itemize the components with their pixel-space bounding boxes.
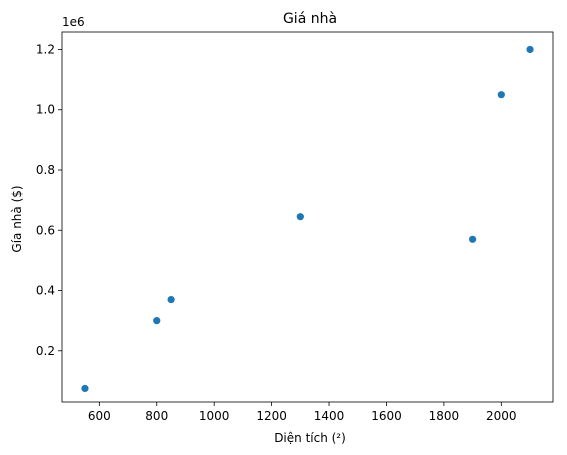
x-tick-label: 1800 bbox=[429, 409, 460, 423]
plot-area: 600 800 1000 1200 1400 1600 1800 2000 0.2 0.4 0.6 0… bbox=[36, 42, 534, 423]
data-point bbox=[526, 45, 534, 54]
y-tick-label: 0.8 bbox=[36, 163, 55, 177]
x-tick-label: 1400 bbox=[314, 409, 345, 423]
x-tick-label: 800 bbox=[145, 409, 168, 423]
data-point bbox=[497, 91, 505, 99]
x-tick-label: 1600 bbox=[371, 409, 402, 423]
y-tick-label: 1.0 bbox=[36, 103, 55, 117]
y-tick-label: 0.6 bbox=[36, 223, 55, 237]
x-axis-label: Diện tích (²) bbox=[274, 431, 346, 445]
y-axis-label: Gía nhà ($) bbox=[10, 185, 24, 252]
y-tick-label: 0.4 bbox=[36, 284, 55, 298]
x-tick-label: 1000 bbox=[199, 409, 230, 423]
data-point bbox=[167, 295, 175, 304]
x-tick-label: 1200 bbox=[256, 409, 287, 423]
y-offset-label: 1e6 bbox=[62, 15, 85, 29]
plot-frame bbox=[61, 31, 554, 403]
data-point bbox=[296, 213, 304, 221]
data-point bbox=[469, 235, 477, 243]
x-tick-label: 2000 bbox=[486, 409, 517, 423]
y-tick-label: 1.2 bbox=[36, 42, 55, 56]
y-tick-label: 0.2 bbox=[36, 344, 55, 358]
data-point bbox=[153, 317, 161, 325]
x-tick-label: 600 bbox=[88, 409, 111, 423]
chart-title: Giá nhà bbox=[283, 11, 337, 27]
data-point bbox=[81, 384, 89, 393]
